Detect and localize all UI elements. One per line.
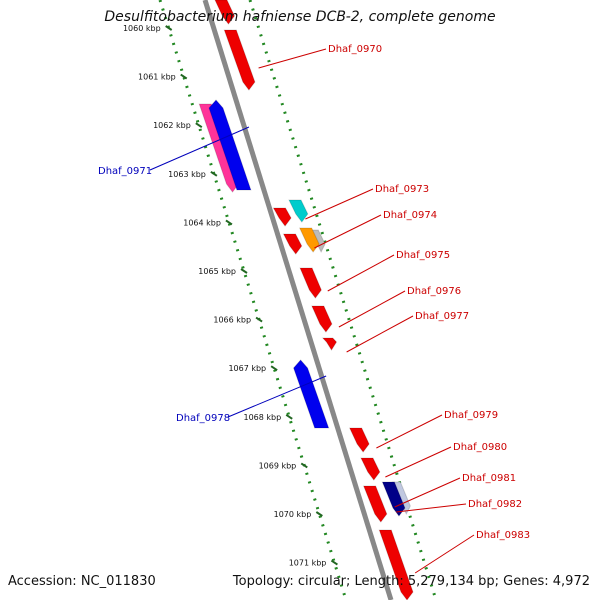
gene-label-dhaf_0973[interactable]: Dhaf_0973 [375,184,429,195]
kbp-tick-label: 1069 kbp [259,461,297,470]
gene-label-leader [346,315,414,353]
kbp-tick-label: 1060 kbp [123,24,161,33]
kbp-tick-mark [240,268,248,274]
gene-label-dhaf_0975[interactable]: Dhaf_0975 [396,250,450,261]
kbp-tick-label: 1062 kbp [153,121,191,130]
gene-small-a[interactable] [272,207,292,227]
kbp-tick-mark [255,316,263,323]
kbp-tick-label: 1066 kbp [213,316,251,325]
accession-text: Accession: NC_011830 [8,574,156,589]
gene-label-dhaf_0971[interactable]: Dhaf_0971 [98,166,152,177]
gene-features [198,0,414,600]
gene-label-leader [327,254,395,292]
gene-label-dhaf_0979[interactable]: Dhaf_0979 [444,410,498,421]
gene-dhaf_0983[interactable] [378,529,414,600]
gene-label-dhaf_0980[interactable]: Dhaf_0980 [453,442,507,453]
gene-dhaf_0981[interactable] [381,481,406,517]
gene-label-leader [227,375,327,418]
gene-label-dhaf_0982[interactable]: Dhaf_0982 [468,499,522,510]
map-title: Desulfitobacterium hafniense DCB-2, comp… [104,9,496,25]
gene-labels: Dhaf_0970 Dhaf_0971 Dhaf_0973 Dhaf_0974 Dhaf… [98,44,530,574]
gene-label-dhaf_0981[interactable]: Dhaf_0981 [462,473,516,484]
gene-label-leader [376,414,443,449]
gene-dhaf_0976[interactable] [311,305,333,333]
gene-label-leader [149,126,250,171]
kbp-tick-mark [285,413,293,420]
gene-dhaf_0973[interactable] [288,199,309,223]
kbp-tick-mark [165,25,173,31]
kbp-tick-mark [270,365,278,372]
kbp-ticks: 1060 kbp 1061 kbp 1062 kbp 1063 kbp 1064 kbp… [123,24,338,568]
gene-label-dhaf_0970[interactable]: Dhaf_0970 [328,44,382,55]
kbp-tick-mark [180,73,188,80]
gene-label-leader [258,48,327,69]
gene-label-leader [314,214,382,249]
kbp-tick-mark [315,511,323,517]
gene-dhaf_0982[interactable] [362,485,388,523]
kbp-tick-label: 1071 kbp [289,559,327,568]
kbp-tick-label: 1070 kbp [274,510,312,519]
kbp-tick-mark [300,462,308,469]
genome-summary-text: Topology: circular; Length: 5,279,134 bp… [232,574,590,589]
gene-dhaf_0980[interactable] [360,457,381,481]
gene-label-leader [394,477,461,508]
gene-label-dhaf_0983[interactable]: Dhaf_0983 [476,530,530,541]
gene-label-dhaf_0974[interactable]: Dhaf_0974 [383,210,437,221]
genome-backbone [202,0,394,600]
gene-companion-pink[interactable] [198,103,240,193]
kbp-tick-label: 1064 kbp [183,218,221,227]
kbp-tick-mark [195,122,203,129]
gene-label-dhaf_0976[interactable]: Dhaf_0976 [407,286,461,297]
gene-label-leader [385,446,452,478]
gene-label-leader [414,534,475,574]
gene-dhaf_0971[interactable] [208,99,252,191]
kbp-tick-label: 1063 kbp [168,170,206,179]
gene-label-dhaf_0977[interactable]: Dhaf_0977 [415,311,469,322]
gene-dhaf_0979[interactable] [348,427,370,453]
gene-label-dhaf_0978[interactable]: Dhaf_0978 [176,413,230,424]
gene-dhaf_0977[interactable] [321,337,338,351]
gene-dhaf_0975[interactable] [299,267,322,299]
gene-label-leader [305,188,374,220]
gene-dhaf_0974[interactable] [298,227,320,253]
kbp-tick-mark [210,170,218,177]
kbp-tick-label: 1068 kbp [244,413,282,422]
kbp-tick-label: 1065 kbp [198,267,236,276]
kbp-tick-mark [225,219,233,226]
kbp-tick-mark [330,559,338,566]
gene-label-leader [338,290,406,328]
kbp-tick-label: 1061 kbp [138,73,176,82]
kbp-tick-label: 1067 kbp [228,364,266,373]
gene-small-b[interactable] [282,233,303,255]
gene-top-partial[interactable] [214,0,236,25]
inner-ruler-dots [158,0,348,600]
gene-dhaf_0978[interactable] [293,359,330,429]
gene-label-leader [396,503,467,513]
gene-dhaf_0970[interactable] [223,29,256,91]
